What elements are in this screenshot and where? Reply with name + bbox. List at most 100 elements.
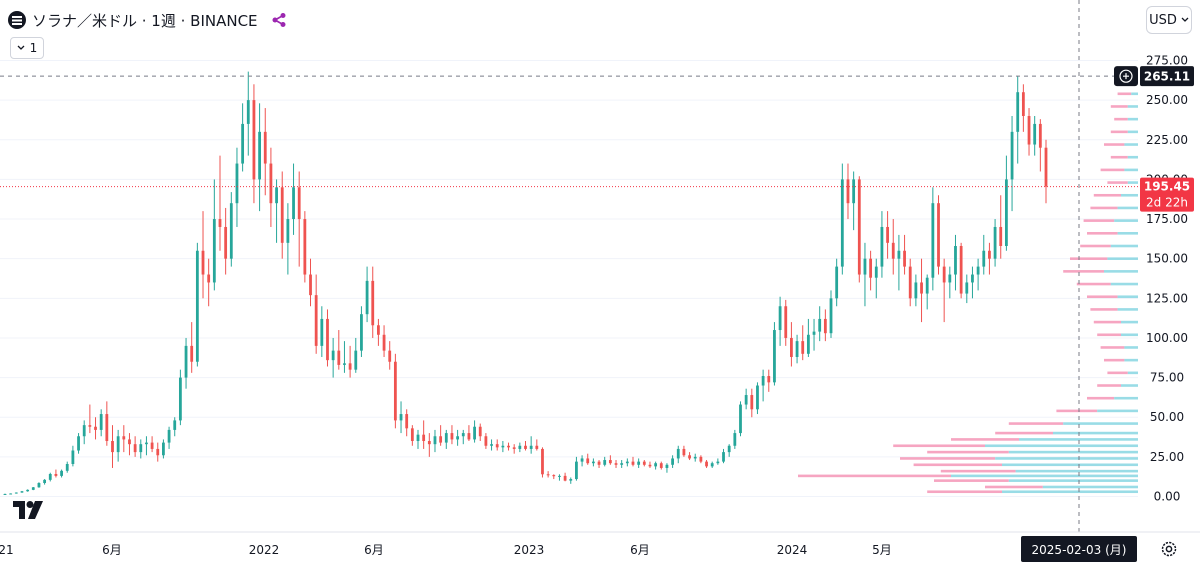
candle-up: [874, 266, 878, 278]
volume-profile-bar: [1076, 282, 1111, 286]
candle-up: [569, 479, 573, 481]
volume-profile-bar: [934, 479, 1009, 482]
candle-up: [852, 179, 856, 204]
time-tick-label: 2024: [777, 543, 808, 557]
volume-profile-bar: [1127, 181, 1138, 184]
candle-down: [190, 345, 194, 362]
candle-down: [478, 426, 482, 437]
volume-profile-bar: [1110, 244, 1138, 248]
candle-down: [903, 250, 906, 267]
candle-up: [195, 250, 199, 362]
candle-down: [303, 219, 307, 275]
volume-profile-bar: [893, 444, 985, 448]
volume-profile-bar: [1124, 143, 1138, 146]
candle-up: [320, 318, 324, 346]
volume-profile-bar: [1127, 117, 1138, 121]
price-tick-label: 175.00: [1146, 212, 1188, 226]
volume-profile-bar: [1104, 358, 1125, 362]
volume-profile-bar: [1107, 371, 1128, 375]
candle-up: [575, 461, 578, 480]
candle-up: [501, 445, 505, 448]
candlestick-series: [3, 71, 1048, 495]
candle-up: [676, 448, 680, 459]
candle-down: [790, 337, 793, 357]
volume-profile-bar: [1117, 308, 1138, 311]
crosshair-price-label: 265.11: [1144, 70, 1190, 84]
volume-profile-bar: [985, 444, 1138, 448]
candle-down: [388, 350, 392, 362]
chevron-down-icon: [17, 45, 25, 50]
candle-up: [433, 436, 437, 445]
candle-up: [229, 203, 233, 259]
candle-down: [1044, 147, 1048, 187]
volume-profile-bar: [1127, 130, 1138, 134]
candle-down: [767, 376, 771, 383]
time-tick-label: 21: [0, 543, 14, 557]
candle-up: [925, 277, 929, 294]
candle-up: [840, 179, 844, 267]
volume-profile-bar: [1131, 92, 1138, 96]
volume-profile-bar: [1097, 333, 1121, 337]
share-icon[interactable]: [268, 9, 290, 31]
candle-down: [393, 361, 397, 421]
candle-down: [439, 436, 443, 443]
candle-up: [354, 350, 358, 370]
last-price-label: 195.45: [1144, 180, 1190, 194]
candle-up: [416, 434, 420, 442]
volume-profile-bar: [1124, 346, 1138, 349]
candle-down: [269, 163, 273, 204]
tradingview-logo[interactable]: [13, 501, 47, 519]
volume-profile-bar: [1002, 490, 1138, 494]
candle-up: [620, 463, 624, 465]
candle-up: [693, 456, 697, 459]
candle-down: [88, 425, 92, 427]
candle-up: [761, 376, 765, 386]
candle-down: [886, 226, 889, 243]
volume-profile-bar: [1104, 143, 1125, 146]
crosshair-price-label-bg: [1140, 66, 1194, 87]
candle-down: [546, 474, 550, 476]
candle-up: [116, 436, 120, 453]
volume-profile-bar: [1087, 396, 1115, 400]
candle-down: [642, 461, 646, 465]
currency-selector[interactable]: USD: [1146, 6, 1192, 34]
volume-profile-bar: [900, 457, 996, 460]
price-tick-label: 225.00: [1146, 133, 1188, 147]
candle-up: [818, 318, 822, 332]
candle-down: [920, 282, 923, 294]
volume-profile-bar: [1121, 320, 1138, 324]
candle-down: [586, 458, 590, 464]
price-tick-label: 75.00: [1150, 371, 1184, 385]
candle-up: [880, 226, 884, 267]
candle-up: [360, 314, 363, 351]
gear-icon[interactable]: [1160, 540, 1178, 558]
price-tick-label: 250.00: [1146, 93, 1188, 107]
candle-up: [795, 341, 799, 357]
candle-up: [806, 334, 810, 354]
symbol-title[interactable]: ソラナ／米ドル · 1週 · BINANCE: [32, 11, 258, 30]
candle-up: [456, 436, 460, 440]
candle-up: [20, 491, 24, 493]
candle-up: [931, 203, 935, 278]
volume-profile-bar: [1042, 485, 1138, 489]
volume-profile-bar: [1087, 232, 1118, 235]
interval-button[interactable]: 1: [10, 37, 44, 59]
price-tick-label: 150.00: [1146, 252, 1188, 266]
candle-up: [710, 463, 714, 467]
candle-down: [297, 187, 301, 220]
candle-up: [77, 436, 80, 451]
volume-profile-bar: [1063, 422, 1138, 425]
candle-down: [688, 455, 691, 459]
candle-down: [535, 445, 539, 449]
candle-down: [959, 245, 963, 294]
candle-down: [869, 258, 873, 278]
time-tick-label: 6月: [102, 543, 122, 557]
volume-profile-bar: [927, 450, 1009, 454]
candle-up: [9, 493, 13, 495]
volume-profile-bar: [1008, 479, 1138, 482]
volume-profile-bar: [1117, 232, 1138, 235]
candle-down: [507, 445, 510, 448]
candle-down: [422, 434, 426, 442]
candle-up: [82, 425, 86, 437]
